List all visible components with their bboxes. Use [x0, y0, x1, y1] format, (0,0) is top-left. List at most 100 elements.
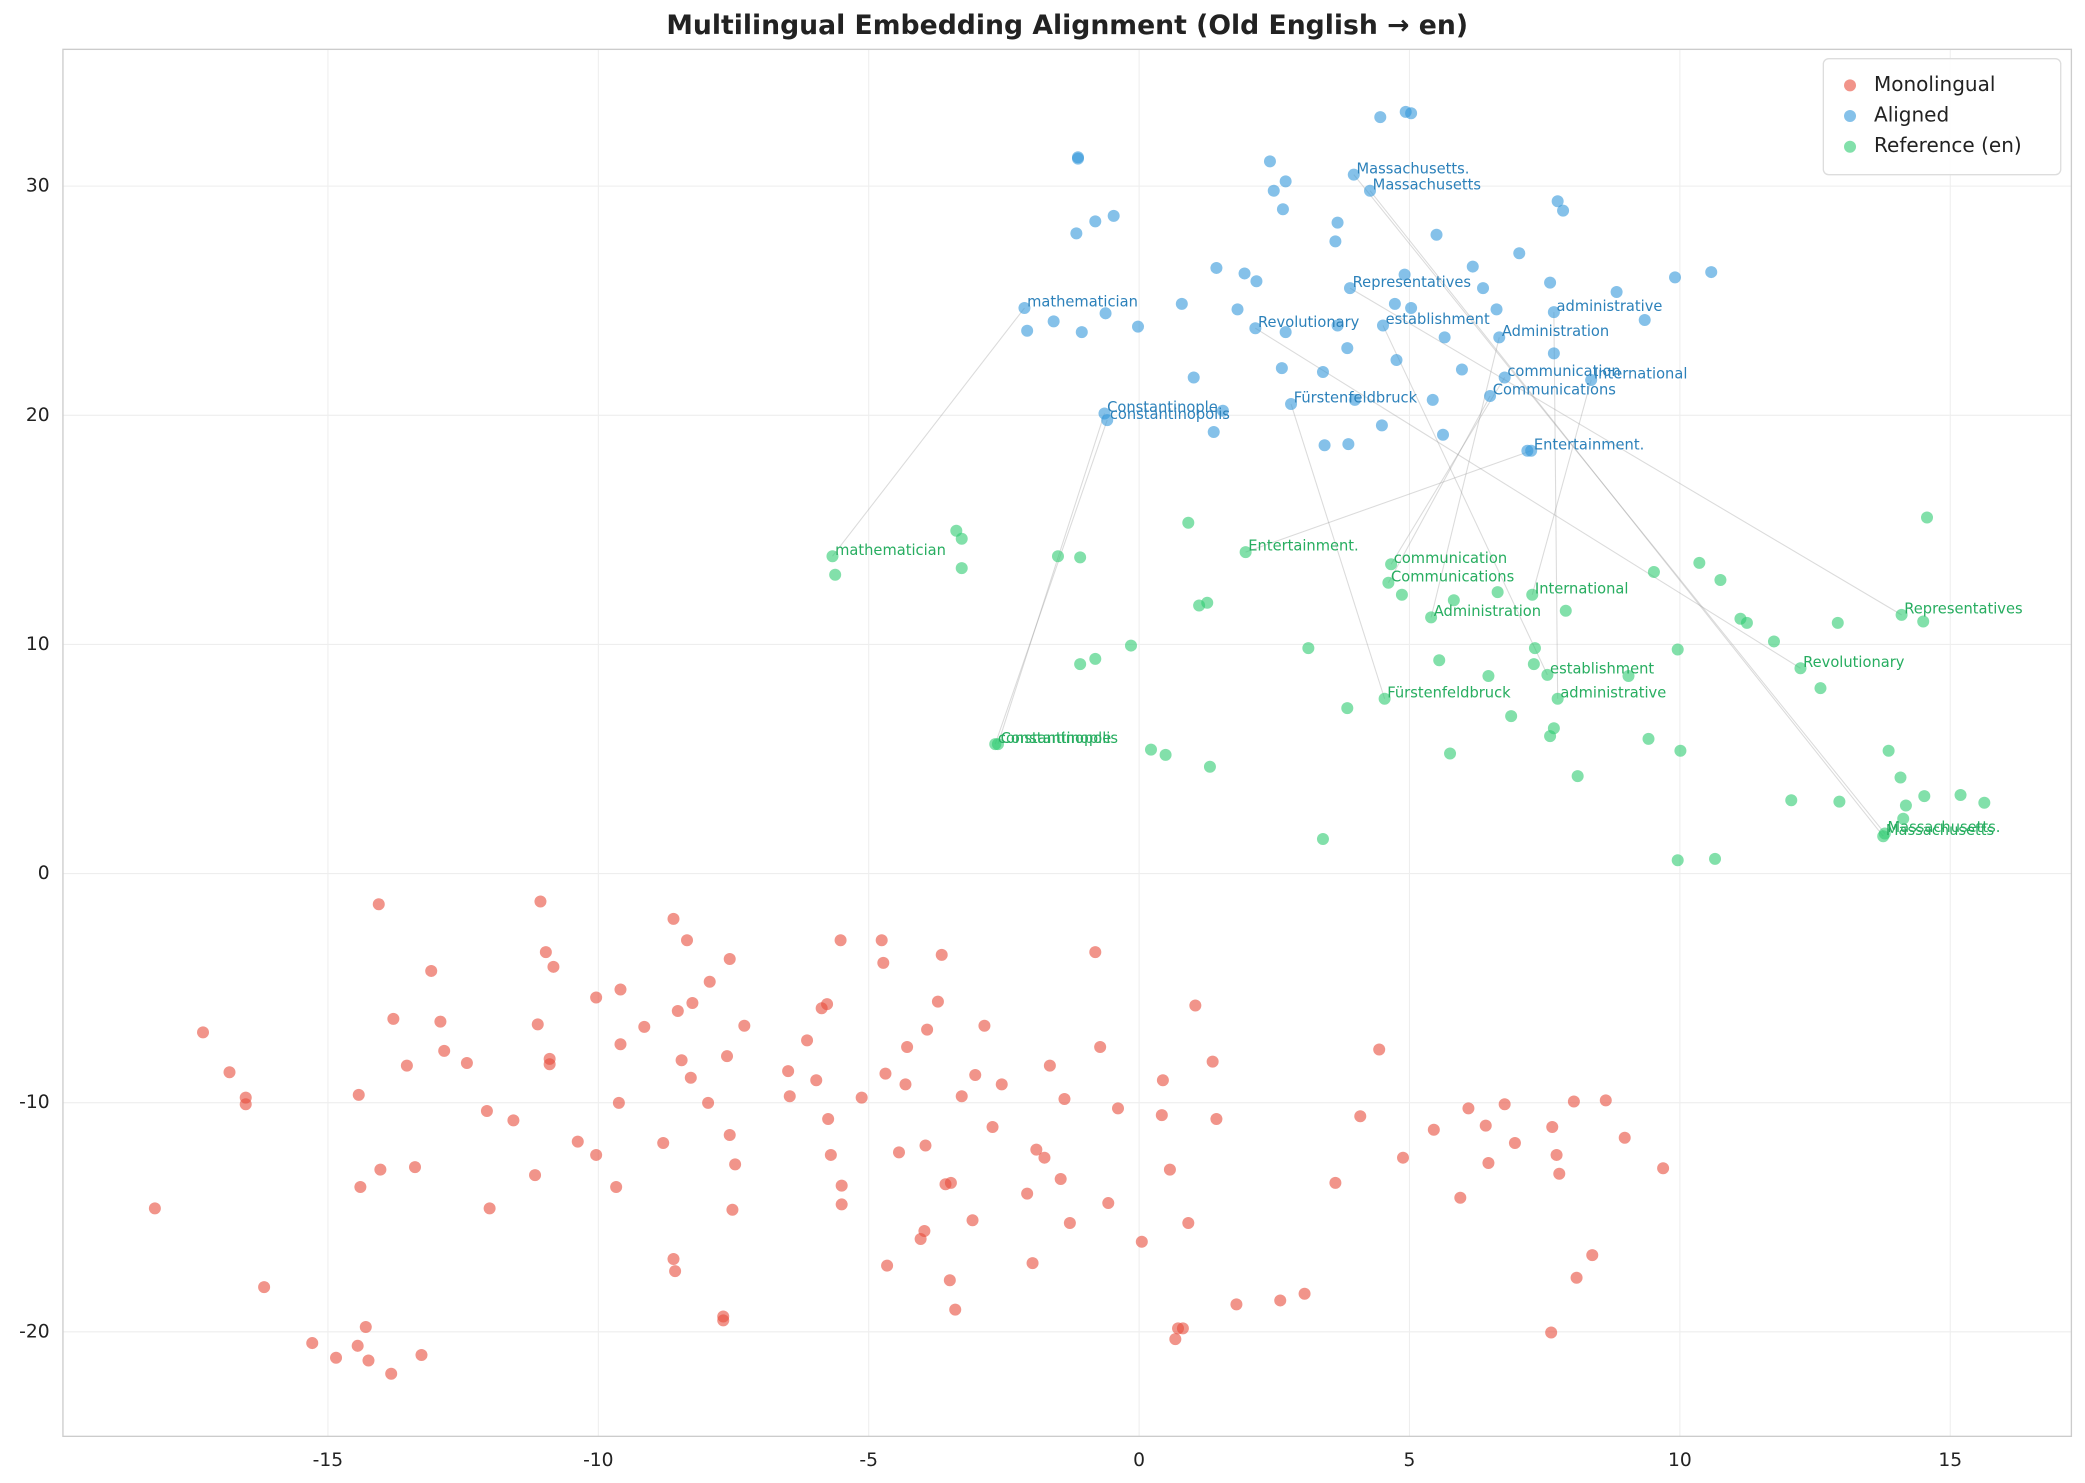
point [571, 1135, 584, 1148]
point [1425, 611, 1438, 624]
point [1216, 404, 1229, 417]
point [1075, 326, 1088, 339]
point [986, 1120, 999, 1133]
point [738, 1019, 751, 1032]
point [1347, 168, 1360, 181]
point [1375, 419, 1388, 432]
point-label: Fürstenfeldbruck [1294, 390, 1418, 407]
point [681, 934, 694, 947]
point [834, 934, 847, 947]
point [949, 1303, 962, 1316]
point [1074, 551, 1087, 564]
point [1674, 744, 1687, 757]
point [944, 1176, 957, 1189]
point [955, 532, 968, 545]
point [408, 1161, 421, 1174]
point [801, 1034, 814, 1047]
point [614, 1038, 627, 1051]
point-label: Entertainment. [1248, 538, 1358, 555]
point [1557, 204, 1570, 217]
point [434, 1015, 447, 1028]
point [1089, 215, 1102, 228]
point [1521, 444, 1534, 457]
x-tick-label: 15 [1938, 1450, 1962, 1471]
point [1182, 516, 1195, 529]
point [539, 946, 552, 959]
point [1155, 1109, 1168, 1122]
point [1275, 362, 1288, 375]
y-tick-label: 30 [26, 176, 50, 197]
point [1099, 307, 1112, 320]
point [1021, 1187, 1034, 1200]
alignment-link [1531, 379, 1592, 595]
point [1917, 615, 1930, 628]
point [1156, 1074, 1169, 1087]
point-label: Fürstenfeldbruck [1387, 684, 1511, 701]
legend-box [1822, 58, 2062, 176]
point [614, 983, 627, 996]
point [935, 948, 948, 961]
alignment-link [1369, 190, 1884, 837]
x-tick-label: 10 [1668, 1450, 1692, 1471]
point [1466, 260, 1479, 273]
point [1657, 1162, 1670, 1175]
point [1318, 439, 1331, 452]
point [821, 998, 834, 1011]
point [1882, 744, 1895, 757]
plot-frame [62, 48, 2073, 1437]
point [826, 550, 839, 563]
point-label: Revolutionary [1803, 654, 1905, 671]
alignment-link [1430, 337, 1500, 618]
point [1316, 365, 1329, 378]
point [1482, 670, 1495, 683]
point [1285, 398, 1298, 411]
point [686, 997, 699, 1010]
point [703, 975, 716, 988]
point [507, 1114, 520, 1127]
point [721, 1050, 734, 1063]
point [1388, 297, 1401, 310]
point [966, 1214, 979, 1227]
point [1210, 261, 1223, 274]
point [1567, 1095, 1580, 1108]
point-label: establishment [1386, 311, 1490, 328]
y-tick-label: -20 [19, 1321, 49, 1342]
point [1051, 550, 1064, 563]
point [1610, 286, 1623, 299]
point [955, 562, 968, 575]
point [918, 1225, 931, 1238]
point [483, 1202, 496, 1215]
point [1207, 426, 1220, 439]
point [362, 1354, 375, 1367]
point [675, 1054, 688, 1067]
point [1030, 1143, 1043, 1156]
point [534, 895, 547, 908]
point [1267, 184, 1280, 197]
point [1239, 546, 1252, 559]
point-label: Massachusetts. [1887, 819, 2000, 836]
point [1693, 556, 1706, 569]
point [1794, 662, 1807, 675]
point [1390, 354, 1403, 367]
point [1021, 324, 1034, 337]
alignment-link [1245, 450, 1532, 553]
point [1175, 297, 1188, 310]
point [1831, 616, 1844, 629]
point [425, 964, 438, 977]
point-label: constantinopolis [1110, 406, 1230, 423]
point [810, 1074, 823, 1087]
point-label: mathematician [1027, 294, 1138, 311]
point [1395, 588, 1408, 601]
point [1163, 1163, 1176, 1176]
point [1833, 795, 1846, 808]
point [1877, 830, 1890, 843]
point-label: constantinopolis [998, 730, 1118, 747]
point [1018, 302, 1031, 315]
point [1528, 642, 1541, 655]
point [359, 1321, 372, 1334]
x-tick-label: 0 [1133, 1450, 1145, 1471]
point [385, 1367, 398, 1380]
point [1491, 586, 1504, 599]
point [1455, 363, 1468, 376]
